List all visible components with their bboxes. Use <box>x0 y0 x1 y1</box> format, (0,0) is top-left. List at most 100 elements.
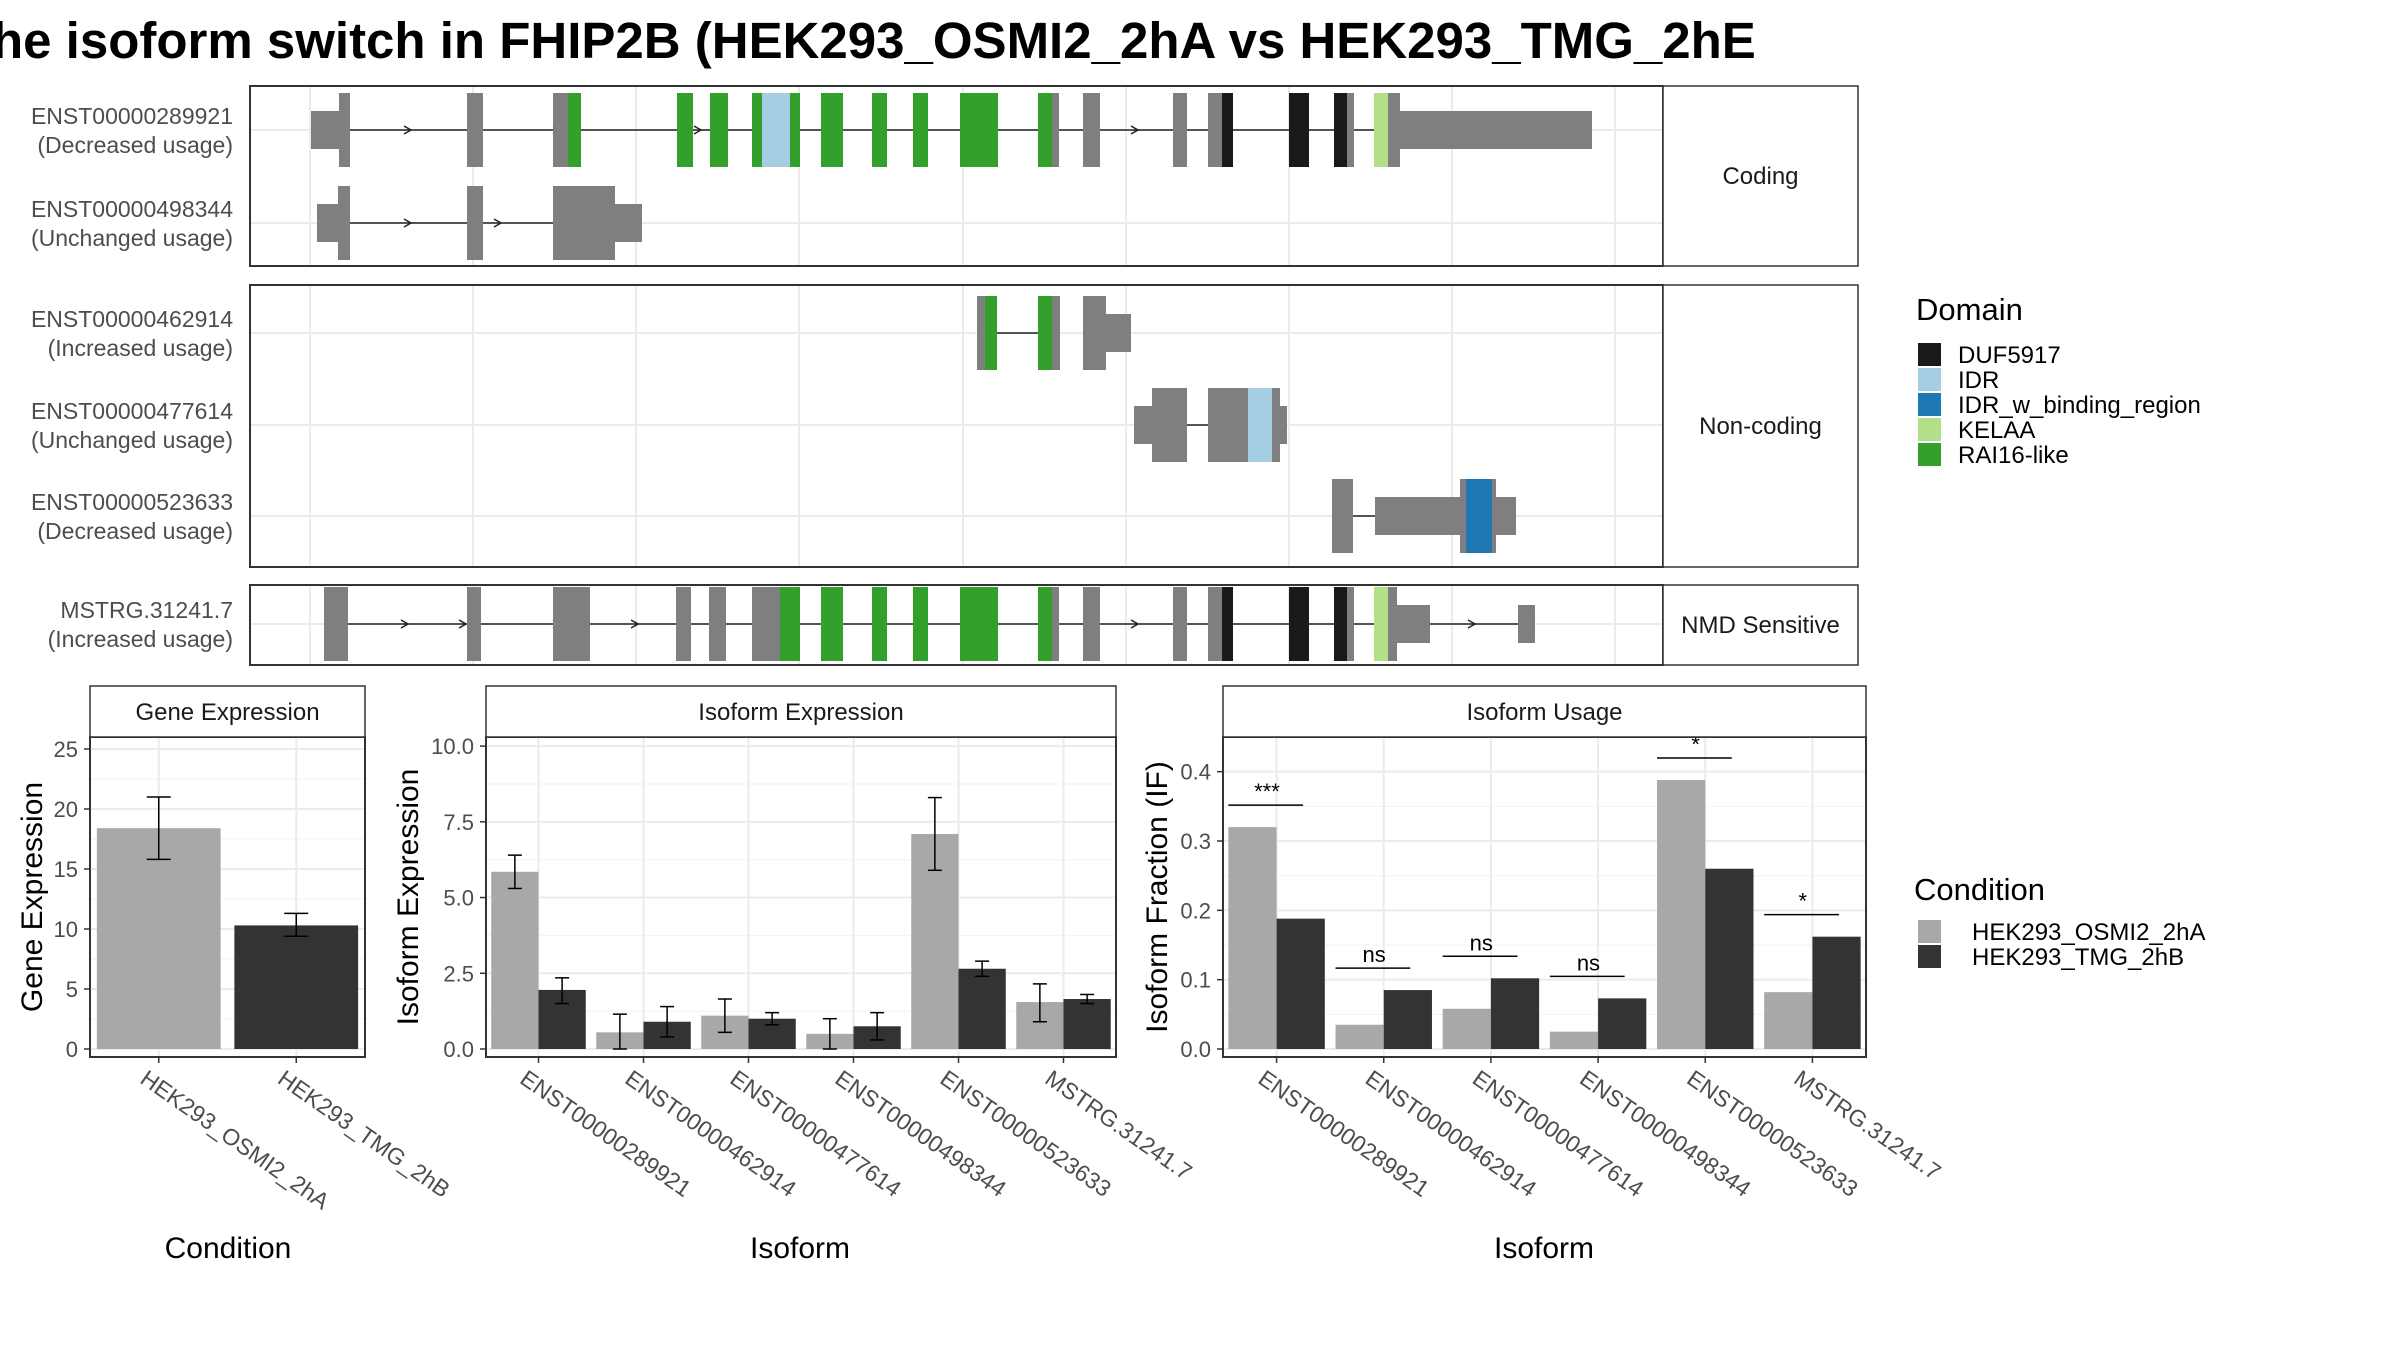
chart-strip <box>1222 685 1867 738</box>
domain-exon <box>1374 587 1388 661</box>
domain-exon <box>1289 587 1309 661</box>
y-tick-label: 0.3 <box>1180 829 1211 854</box>
chart-isoform-usage: *** ns ns ns * * Isoform Usage 0.0 0.1 0.2 0.3 0.4 E… <box>1141 685 1946 1265</box>
significance-label: ns <box>1577 950 1600 975</box>
bar <box>491 871 539 1049</box>
x-tick-label: ENST00000289921 <box>516 1065 696 1202</box>
exon <box>1388 93 1400 167</box>
transcript-usage-label: (Decreased usage) <box>37 518 233 544</box>
exon <box>311 111 339 149</box>
exon <box>1106 314 1131 352</box>
significance-label: ns <box>1470 930 1493 955</box>
transcript-ENST00000498344: ENST00000498344 (Unchanged usage) <box>31 186 642 260</box>
exon <box>1397 605 1430 643</box>
exon <box>1272 388 1280 462</box>
bar <box>1705 868 1754 1049</box>
domain-exon <box>1374 93 1388 167</box>
exon <box>324 587 348 661</box>
domain-exon <box>752 93 762 167</box>
x-tick-label: ENST00000523633 <box>936 1065 1116 1202</box>
transcript-id-label: ENST00000462914 <box>31 306 233 332</box>
panel-strip-label: NMD Sensitive <box>1681 612 1840 639</box>
significance-label: * <box>1691 732 1700 757</box>
exon <box>977 296 985 370</box>
bar <box>1442 1008 1491 1049</box>
exon <box>1173 587 1187 661</box>
significance-label: ns <box>1362 942 1385 967</box>
y-tick-label: 10.0 <box>431 734 474 759</box>
exon <box>1375 497 1460 535</box>
domain-legend-label: IDR <box>1958 367 1999 394</box>
panel-strip <box>1662 85 1859 267</box>
domain-exon <box>821 93 843 167</box>
exon <box>1173 93 1187 167</box>
domain-exon <box>677 93 693 167</box>
domain-legend-label: DUF5917 <box>1958 342 2061 369</box>
x-tick-label: ENST00000498344 <box>1575 1065 1756 1202</box>
exon <box>1208 93 1222 167</box>
x-axis-title: Isoform <box>750 1232 850 1265</box>
strand-arrow <box>1467 619 1477 629</box>
bar <box>1228 827 1277 1049</box>
bar <box>96 828 221 1049</box>
domain-exon <box>1222 93 1233 167</box>
domain-legend-label: KELAA <box>1958 417 2035 444</box>
transcript-usage-label: (Unchanged usage) <box>31 225 233 251</box>
domain-exon <box>1466 479 1492 553</box>
bar <box>1490 978 1540 1049</box>
chart-title: Isoform Expression <box>698 699 903 726</box>
exon <box>1492 479 1496 553</box>
domain-exon <box>1334 587 1347 661</box>
bar <box>1598 998 1647 1049</box>
chart-isoform-expression: Isoform Expression 0.0 2.5 5.0 7.5 10.0 ENST00… <box>392 685 1197 1265</box>
chart-title: Gene Expression <box>135 699 319 726</box>
exon <box>553 587 590 661</box>
exon <box>1052 296 1060 370</box>
exon <box>1052 93 1059 167</box>
bar <box>1276 918 1325 1049</box>
domain-exon <box>960 93 998 167</box>
condition-legend-title: Condition <box>1914 872 2045 907</box>
y-axis-title: Gene Expression <box>16 782 49 1012</box>
bar-charts: Gene Expression0510152025HEK293_OSMI2_2h… <box>16 685 1946 1265</box>
exon <box>676 587 691 661</box>
domain-exon <box>762 93 790 167</box>
exon <box>1518 605 1535 643</box>
significance-label: * <box>1798 889 1807 914</box>
domain-exon <box>913 93 928 167</box>
x-tick-label: ENST00000523633 <box>1682 1065 1862 1202</box>
y-tick-label: 0.0 <box>1180 1037 1211 1062</box>
figure-title: he isoform switch in FHIP2B (HEK293_OSMI… <box>0 12 1756 69</box>
chart-title: Isoform Usage <box>1466 699 1622 726</box>
y-tick-label: 0 <box>66 1037 78 1062</box>
significance-label: *** <box>1254 779 1280 804</box>
domain-exon <box>1334 93 1347 167</box>
chart-strip <box>485 685 1117 738</box>
domain-legend-swatch <box>1918 343 1941 366</box>
panel-strip <box>1662 284 1859 568</box>
condition-legend-swatch <box>1918 945 1941 968</box>
x-tick-label: ENST00000498344 <box>831 1065 1012 1202</box>
exon <box>1460 479 1466 553</box>
y-tick-label: 5.0 <box>443 886 474 911</box>
transcript-usage-label: (Unchanged usage) <box>31 427 233 453</box>
y-tick-label: 20 <box>54 797 78 822</box>
domain-exon <box>913 587 928 661</box>
strand-arrow <box>630 619 640 629</box>
transcript-id-label: ENST00000289921 <box>31 103 233 129</box>
domain-exon <box>1222 587 1233 661</box>
strand-arrow <box>400 619 410 629</box>
transcript-id-label: ENST00000477614 <box>31 398 233 424</box>
exon <box>317 204 338 242</box>
panel-strip-label: Non-coding <box>1699 413 1822 440</box>
x-axis-title: Isoform <box>1494 1232 1594 1265</box>
y-axis-title: Isoform Fraction (IF) <box>1141 761 1174 1033</box>
y-tick-label: 15 <box>54 857 78 882</box>
x-tick-label: ENST00000477614 <box>1468 1065 1649 1202</box>
exon <box>338 186 350 260</box>
strand-arrow <box>403 125 413 135</box>
domain-legend-swatch <box>1918 393 1941 416</box>
exon <box>1388 587 1397 661</box>
